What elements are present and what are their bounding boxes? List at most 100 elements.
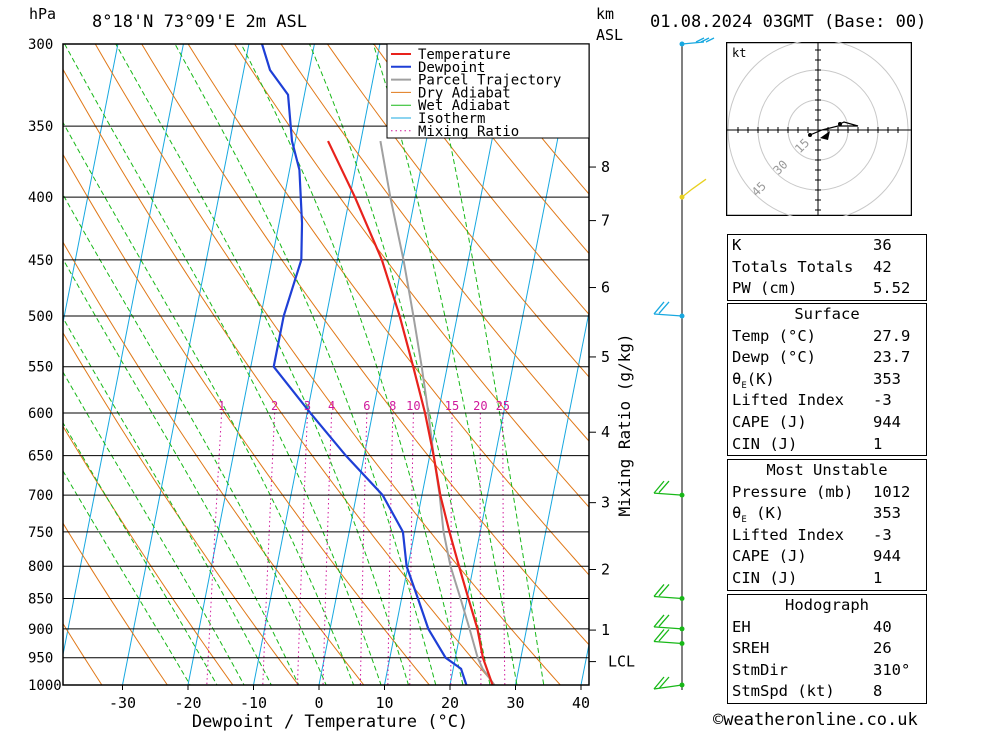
pressure-tick-label: 450 [28,253,53,269]
mixing-ratio-line [479,413,482,685]
temperature-profile [327,140,495,685]
stmspd-value: 8 [873,682,883,701]
dry-adiabat-line [0,0,56,716]
hodograph-unit: kt [732,46,746,60]
surface-table: Surface Temp (°C) 27.9 Dewp (°C) 23.7 θE(K… [727,303,927,457]
surface-cape-label: CAPE (J) [732,412,807,431]
dry-adiabat-line [63,622,103,685]
mixing-ratio-label: 2 [271,399,278,413]
legend-label: Temperature [418,47,511,63]
surface-temp-label: Temp (°C) [732,326,816,345]
km-tick-label: 2 [601,561,610,579]
hpa-unit-label: hPa [29,5,57,23]
surface-temp-value: 27.9 [873,326,911,345]
km-tick-label: LCL [608,653,635,671]
isotherm-line [121,44,250,685]
asl-unit-label: ASL [596,26,624,44]
dry-adiabat-line [326,44,589,378]
wet-adiabat-line [63,258,300,685]
dry-adiabat-line [94,44,562,685]
mu-lifted-label: Lifted Index [732,525,844,544]
dry-adiabat-line [63,331,299,685]
surface-lifted-value: -3 [873,391,892,410]
mu-cin-label: CIN (J) [732,568,798,587]
wet-adiabat-line [372,44,518,685]
dry-adiabat-line [280,44,589,442]
plot-frame [62,43,590,686]
pressure-tick-label: 700 [28,488,53,504]
mixing-ratio-label: 20 [473,399,487,413]
mixing-ratio-line [262,413,276,685]
hodograph-trace [809,121,859,136]
stmdir-label: StmDir [732,660,788,679]
copyright-label: ©weatheronline.co.uk [713,710,918,730]
x-tick-label: -10 [240,694,267,712]
mu-cin-value: 1 [873,568,883,587]
mixing-ratio-label: 3 [304,399,311,413]
pw-label: PW (cm) [732,279,798,298]
surface-cape-value: 944 [873,412,901,431]
x-axis-title: Dewpoint / Temperature (°C) [192,712,468,732]
mu-pressure-value: 1012 [873,482,911,501]
mixing-ratio-label: 4 [328,399,335,413]
mixing-ratio-line [409,413,414,685]
mixing-ratio-label: 25 [496,399,510,413]
surface-dewp-value: 23.7 [873,348,911,367]
mixing-ratio-label: 1 [218,399,225,413]
k-index-label: K [732,236,742,254]
dry-adiabat-line [419,44,589,255]
pressure-tick-label: 750 [28,525,53,541]
dry-adiabat-line [63,425,234,685]
dry-adiabat-line [187,44,589,576]
mixing-ratio-line [502,413,506,685]
pressure-tick-label: 500 [28,309,53,325]
wind-barb-icon [653,301,685,319]
pressure-tick-label: 600 [28,406,53,422]
x-tick-label: 40 [572,694,590,712]
wind-barb-icon [679,178,707,200]
dry-adiabat-line [373,44,589,316]
dry-adiabat-line [63,68,496,685]
wet-adiabat-line [64,44,382,685]
storm-motion-icon [820,131,830,140]
wind-barb-icon [679,37,715,47]
mixing-ratio-line [322,413,333,685]
km-unit-label: km [596,5,615,23]
isotherm-line [0,0,6,716]
mu-theta-e-label: θE (K) [732,504,785,526]
pressure-tick-label: 850 [28,591,53,607]
sreh-label: SREH [732,639,770,658]
wind-barb-icon [653,614,685,632]
wet-adiabat-line [308,44,491,685]
pressure-tick-label: 950 [28,651,53,667]
mu-theta-e-value: 353 [873,504,901,523]
stmspd-label: StmSpd (kt) [732,682,835,701]
km-tick-label: 1 [601,621,610,639]
isotherm-line [580,641,589,685]
wet-adiabat-line [63,421,218,685]
dry-adiabat-line [141,44,589,646]
indices-table: K 36 Totals Totals 42 PW (cm) 5.52 [727,234,927,301]
pressure-tick-label: 350 [28,119,53,135]
surface-cin-value: 1 [873,434,883,453]
mixing-ratio-line [450,413,453,685]
mu-lifted-value: -3 [873,525,892,544]
pressure-tick-label: 1000 [28,678,62,694]
k-index-value: 36 [873,236,892,254]
x-tick-label: 0 [314,694,323,712]
pressure-tick-label: 800 [28,559,53,575]
km-tick-label: 3 [601,494,610,512]
wind-barb-icon [653,629,685,646]
isotherm-line [63,44,119,326]
parcel-trajectory-profile [379,140,496,685]
surface-theta-e-label: θE(K) [732,369,775,391]
x-tick-label: 20 [441,694,459,712]
totals-totals-label: Totals Totals [732,257,854,276]
dewpoint-profile [260,44,468,685]
wind-barb-icon [653,480,685,498]
x-tick-label: 10 [375,694,393,712]
x-tick-label: 30 [506,694,524,712]
surface-theta-e-value: 353 [873,369,901,388]
most-unstable-table: Most Unstable Pressure (mb) 1012 θE (K) 35… [727,459,927,591]
